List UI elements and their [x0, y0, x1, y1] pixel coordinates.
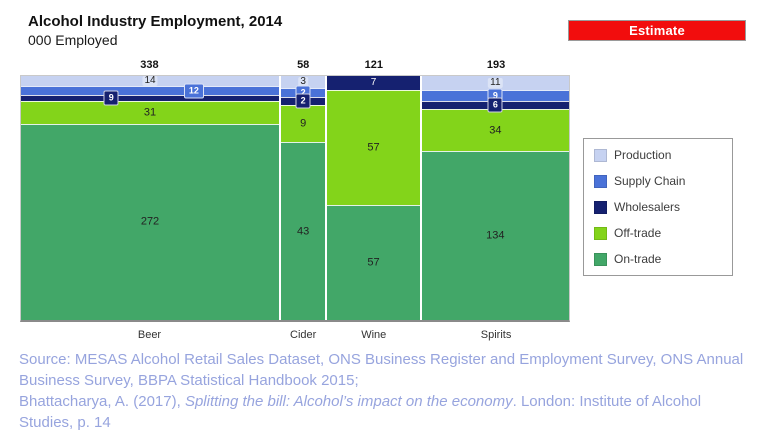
legend-item-on-trade: On-trade [594, 252, 722, 266]
legend-item-wholesalers: Wholesalers [594, 200, 722, 214]
bar-beer: 14 12 9 31 272 [21, 75, 280, 320]
legend-label-wholesalers: Wholesalers [614, 200, 681, 214]
value-label-on-trade-spirits: 134 [486, 229, 505, 242]
total-label-cider: 58 [297, 58, 310, 71]
total-label-beer: 338 [140, 58, 159, 71]
legend-label-off-trade: Off-trade [614, 226, 662, 240]
legend-swatch-wholesalers [594, 200, 607, 214]
legend-item-off-trade: Off-trade [594, 226, 722, 240]
segment-production-beer: 14 [21, 75, 280, 87]
value-label-wholesalers-beer: 9 [103, 90, 119, 106]
segment-wholesalers-wine: 7 [327, 76, 420, 91]
legend-item-production: Production [594, 148, 722, 162]
page-subtitle: 000 Employed [28, 32, 118, 48]
bar-spirits: 11 9 6 34 134 [421, 76, 569, 320]
segment-on-trade-spirits: 134 [421, 151, 569, 320]
value-label-off-trade-wine: 57 [367, 141, 380, 154]
value-label-on-trade-beer: 272 [140, 215, 160, 228]
value-label-wholesalers-wine: 7 [370, 77, 377, 89]
segment-off-trade-cider: 9 [281, 104, 326, 143]
mosaic-chart: 14 12 9 31 272 3 2 2 9 43 7 57 57 11 9 6 34 134 [20, 75, 570, 322]
category-label-spirits: Spirits [480, 329, 512, 341]
source-line-2: Bhattacharya, A. (2017), Splitting the b… [19, 393, 702, 431]
source-citation-italic: Splitting the bill: Alcohol’s impact on … [184, 393, 513, 410]
legend-label-supply-chain: Supply Chain [614, 174, 686, 188]
legend: Production Supply Chain Wholesalers Off-tra… [583, 138, 733, 276]
segment-production-cider: 3 [281, 76, 326, 89]
legend-label-production: Production [614, 148, 672, 162]
category-labels-row: Beer Cider Wine Spirits [20, 328, 570, 342]
bar-cider: 3 2 2 9 43 [281, 76, 326, 320]
segment-wholesalers-cider: 2 [281, 93, 326, 109]
value-label-supply-chain-beer: 12 [183, 83, 204, 99]
source-citation: Source: MESAS Alcohol Retail Sales Datas… [19, 349, 749, 433]
value-label-on-trade-wine: 57 [367, 256, 380, 269]
segment-on-trade-beer: 272 [21, 123, 280, 320]
source-line-1: Source: MESAS Alcohol Retail Sales Datas… [19, 351, 744, 389]
segment-supply-chain-beer: 12 [21, 83, 280, 99]
value-label-wholesalers-spirits: 6 [487, 97, 503, 113]
value-label-wholesalers-cider: 2 [295, 93, 311, 109]
value-label-off-trade-beer: 31 [143, 106, 157, 119]
category-label-cider: Cider [290, 329, 317, 341]
category-label-wine: Wine [361, 329, 387, 341]
segment-wholesalers-spirits: 6 [421, 97, 569, 113]
legend-swatch-on-trade [594, 252, 607, 266]
estimate-badge: Estimate [568, 20, 746, 41]
segment-production-spirits: 11 [421, 76, 569, 90]
bar-wine: 7 57 57 [327, 76, 420, 320]
segment-wholesalers-beer: 9 [21, 90, 280, 106]
legend-item-supply-chain: Supply Chain [594, 174, 722, 188]
value-label-off-trade-cider: 9 [300, 117, 307, 130]
total-label-spirits: 193 [486, 58, 506, 71]
page-title: Alcohol Industry Employment, 2014 [28, 13, 283, 30]
total-label-wine: 121 [364, 58, 383, 71]
totals-row: 338 58 121 193 [20, 57, 570, 72]
value-label-on-trade-cider: 43 [297, 225, 310, 238]
value-label-production-cider: 3 [298, 76, 308, 88]
legend-label-on-trade: On-trade [614, 252, 662, 266]
segment-off-trade-beer: 31 [21, 101, 280, 124]
category-label-beer: Beer [137, 329, 162, 341]
legend-swatch-off-trade [594, 226, 607, 240]
value-label-off-trade-spirits: 34 [489, 124, 502, 137]
segment-off-trade-spirits: 34 [421, 108, 569, 152]
segment-off-trade-wine: 57 [327, 90, 420, 206]
value-label-production-beer: 14 [142, 75, 158, 87]
value-label-production-spirits: 11 [488, 76, 503, 88]
segment-on-trade-cider: 43 [281, 142, 326, 320]
legend-swatch-production [594, 148, 607, 162]
segment-on-trade-wine: 57 [327, 205, 420, 320]
legend-swatch-supply-chain [594, 174, 607, 188]
